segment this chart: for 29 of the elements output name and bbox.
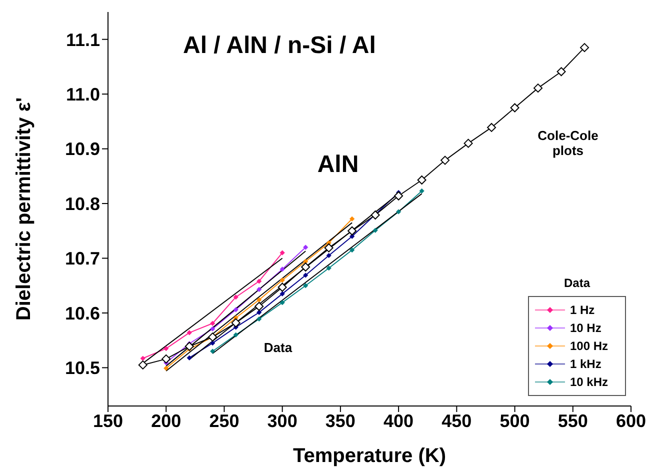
y-tick-label: 10.6 <box>64 303 100 324</box>
y-tick-label: 10.8 <box>64 194 100 214</box>
y-tick-label: 10.5 <box>64 358 100 378</box>
x-axis-title: Temperature (K) <box>293 445 446 467</box>
x-tick-label: 400 <box>384 410 414 431</box>
annotation: Data <box>262 340 294 355</box>
x-tick-label: 250 <box>209 410 240 431</box>
x-tick-label: 600 <box>616 410 646 431</box>
legend-label: 100 Hz <box>570 339 608 353</box>
legend-title: Data <box>562 276 592 290</box>
legend-label: 1 Hz <box>570 303 595 317</box>
annotation: Cole-Cole plots <box>536 128 600 158</box>
y-tick-label: 10.7 <box>64 248 100 269</box>
legend-label: 10 Hz <box>570 321 602 335</box>
x-tick-label: 150 <box>92 410 124 431</box>
x-tick-label: 300 <box>267 410 298 431</box>
legend-label: 10 kHz <box>570 375 608 389</box>
x-tick-label: 450 <box>442 410 472 431</box>
x-tick-label: 200 <box>151 410 182 431</box>
y-tick-label: 11.0 <box>66 84 100 104</box>
y-tick-label: 11.1 <box>66 30 100 50</box>
y-tick-label: 10.9 <box>64 139 100 160</box>
x-tick-label: 500 <box>500 410 530 431</box>
x-tick-label: 350 <box>325 410 356 431</box>
x-tick-label: 550 <box>558 410 588 431</box>
text: Al / AlN / n-Si / Al <box>183 32 376 60</box>
y-axis-title: Dielectric permittivity ε' <box>13 97 35 321</box>
annotation: AlN <box>316 151 360 179</box>
legend-label: 1 kHz <box>570 357 602 371</box>
